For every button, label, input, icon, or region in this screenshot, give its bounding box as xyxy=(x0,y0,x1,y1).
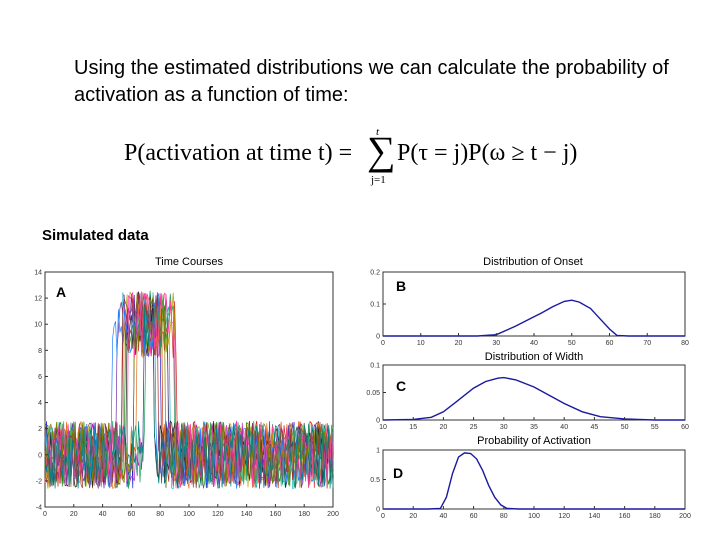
panel-label: C xyxy=(396,378,406,394)
series-line xyxy=(383,299,685,337)
x-tick-label: 40 xyxy=(530,340,538,347)
y-tick-label: 0.1 xyxy=(370,363,380,370)
series-group xyxy=(382,376,685,421)
x-tick-label: 120 xyxy=(558,513,570,520)
x-tick-label: 40 xyxy=(440,513,448,520)
x-tick-label: 15 xyxy=(409,424,417,431)
x-tick-label: 55 xyxy=(651,424,659,431)
x-tick-label: 25 xyxy=(470,424,478,431)
x-tick-label: 60 xyxy=(606,340,614,347)
x-tick-label: 30 xyxy=(492,340,500,347)
formula-lhs: P(activation at time t) = xyxy=(124,140,353,166)
panel-label: A xyxy=(56,284,66,300)
intro-text: Using the estimated distributions we can… xyxy=(74,57,669,106)
x-tick-label: 200 xyxy=(327,511,339,518)
chart-onset: 0 10 20 30 40 50 60 70 80 0 0.1 0.2 Distribution of… xyxy=(370,256,689,347)
summation-sign: ∑ xyxy=(367,128,396,173)
y-tick-label: 14 xyxy=(34,270,42,277)
x-tick-label: 100 xyxy=(183,511,195,518)
axes-group: 0 20 40 60 80 100 120 140 160 180 200 -4 -2 0 2 4 6 8 10 12… xyxy=(34,270,339,519)
y-tick-label: 0.2 xyxy=(370,270,380,277)
x-tick-label: 50 xyxy=(621,424,629,431)
y-tick-label: 12 xyxy=(34,296,42,303)
chart-title: Probability of Activation xyxy=(477,435,591,447)
chart-title: Time Courses xyxy=(155,256,224,268)
series-line xyxy=(383,452,685,510)
x-tick-label: 120 xyxy=(212,511,224,518)
y-tick-label: 0 xyxy=(376,418,380,425)
panel-label: D xyxy=(393,465,403,481)
y-tick-label: 0.1 xyxy=(370,302,380,309)
x-tick-label: 140 xyxy=(589,513,601,520)
y-tick-label: -2 xyxy=(36,478,42,485)
y-tick-label: -4 xyxy=(36,505,42,512)
x-tick-label: 0 xyxy=(381,340,385,347)
x-tick-label: 180 xyxy=(298,511,310,518)
y-tick-label: 10 xyxy=(34,322,42,329)
x-tick-label: 60 xyxy=(128,511,136,518)
plot-frame xyxy=(382,364,686,421)
x-tick-label: 70 xyxy=(643,340,651,347)
simulated-data-label: Simulated data xyxy=(42,227,149,244)
x-tick-label: 180 xyxy=(649,513,661,520)
x-tick-label: 80 xyxy=(681,340,689,347)
axes-group: 0 10 20 30 40 50 60 70 80 0 0.1 0.2 xyxy=(370,270,689,348)
series-group xyxy=(383,452,685,510)
series-line xyxy=(382,376,685,421)
y-tick-label: 6 xyxy=(38,374,42,381)
x-tick-label: 10 xyxy=(417,340,425,347)
formula-lower-limit: j=1 xyxy=(371,174,386,186)
panel-label: B xyxy=(396,278,406,294)
x-tick-label: 60 xyxy=(681,424,689,431)
series-line xyxy=(44,306,334,489)
x-tick-label: 80 xyxy=(156,511,164,518)
series-group xyxy=(383,299,685,337)
y-tick-label: 4 xyxy=(38,400,42,407)
x-tick-label: 35 xyxy=(530,424,538,431)
x-tick-label: 20 xyxy=(70,511,78,518)
x-tick-label: 60 xyxy=(470,513,478,520)
axes-group: 10 15 20 25 30 35 40 45 50 55 60 0 0.05 0.1 xyxy=(366,363,689,432)
x-tick-label: 20 xyxy=(409,513,417,520)
y-tick-label: 0 xyxy=(38,452,42,459)
chart-title: Distribution of Width xyxy=(485,351,583,363)
x-tick-label: 40 xyxy=(560,424,568,431)
x-tick-label: 45 xyxy=(591,424,599,431)
chart-title: Distribution of Onset xyxy=(483,256,583,268)
y-tick-label: 0.5 xyxy=(370,477,380,484)
y-tick-label: 8 xyxy=(38,348,42,355)
axes-group: 0 20 40 60 80 100 120 140 160 180 200 0 0.5 1 xyxy=(370,448,691,521)
formula: P(activation at time t) = ∑ t j=1 P(τ = … xyxy=(118,126,618,192)
x-tick-label: 160 xyxy=(619,513,631,520)
formula-upper-limit: t xyxy=(376,126,380,138)
x-tick-label: 10 xyxy=(379,424,387,431)
x-tick-label: 50 xyxy=(568,340,576,347)
x-tick-label: 140 xyxy=(241,511,253,518)
y-tick-label: 1 xyxy=(376,448,380,455)
x-tick-label: 30 xyxy=(500,424,508,431)
series-group xyxy=(44,290,334,490)
chart-probability: 0 20 40 60 80 100 120 140 160 180 200 0 0.5 1 Probabi… xyxy=(370,435,691,520)
x-tick-label: 0 xyxy=(43,511,47,518)
y-tick-label: 0.05 xyxy=(366,390,380,397)
x-tick-label: 80 xyxy=(500,513,508,520)
x-tick-label: 40 xyxy=(99,511,107,518)
formula-rhs: P(τ = j)P(ω ≥ t − j) xyxy=(397,140,578,166)
x-tick-label: 200 xyxy=(679,513,691,520)
y-tick-label: 2 xyxy=(38,426,42,433)
y-tick-label: 0 xyxy=(376,507,380,514)
x-tick-label: 20 xyxy=(440,424,448,431)
chart-time-courses: 0 20 40 60 80 100 120 140 160 180 200 -4 -2 0 2 4 6 8 10 12… xyxy=(34,256,339,518)
x-tick-label: 100 xyxy=(528,513,540,520)
x-tick-label: 20 xyxy=(455,340,463,347)
plot-frame xyxy=(382,271,686,337)
chart-width: 10 15 20 25 30 35 40 45 50 55 60 0 0.05 0.1 Distribut… xyxy=(366,351,689,431)
plot-frame xyxy=(382,449,686,510)
x-tick-label: 160 xyxy=(270,511,282,518)
y-tick-label: 0 xyxy=(376,334,380,341)
x-tick-label: 0 xyxy=(381,513,385,520)
